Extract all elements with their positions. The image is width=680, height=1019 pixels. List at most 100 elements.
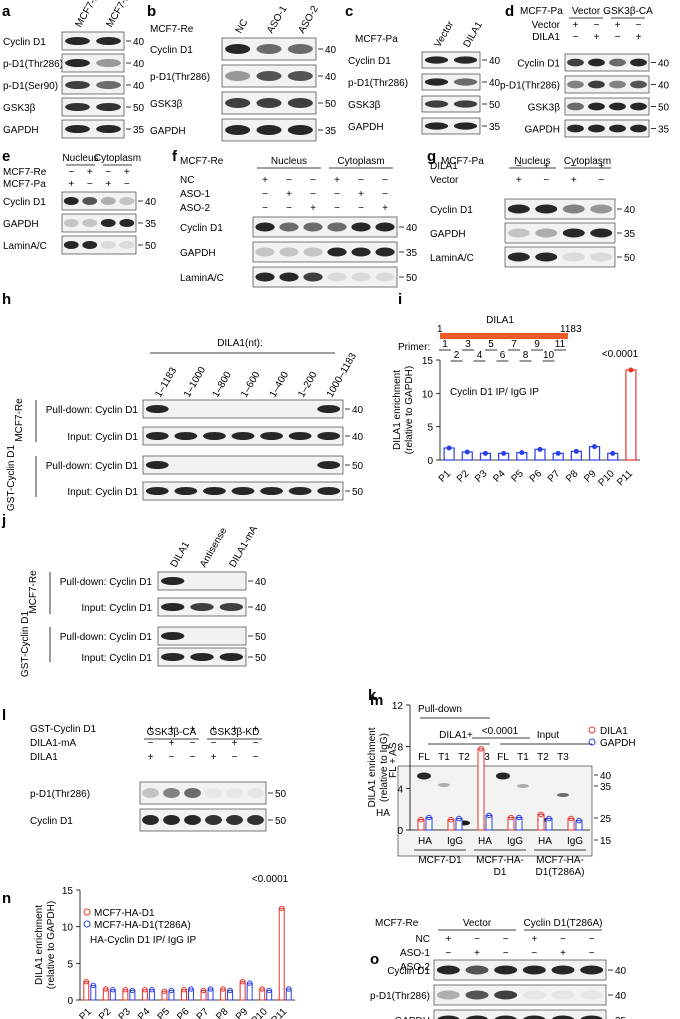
blot-band: [82, 240, 98, 250]
mw-marker: 40: [658, 81, 670, 92]
bar-MCF7-HA-D1-P1: [83, 981, 90, 1001]
blot-frame: [142, 455, 344, 475]
group-label: Pull-down: [418, 704, 462, 715]
bar-MCF7-HA-D1-P11: [278, 907, 285, 1001]
condition-sign: +: [334, 175, 340, 186]
blot-band: [184, 788, 201, 798]
blot-band: [145, 432, 169, 440]
y-tick-label: 15: [62, 886, 74, 897]
bar-MCF7-HA-D1(T286A)-P3: [129, 989, 136, 1001]
blot-band: [225, 71, 251, 81]
blot-band: [465, 1015, 489, 1019]
blot-band: [225, 98, 251, 108]
y-tick-label: 5: [427, 423, 433, 434]
row-label: Input: Cyclin D1: [67, 487, 138, 498]
group-label: D1: [494, 867, 507, 878]
bar-GAPDH-IgG: [575, 820, 583, 831]
blot-band: [453, 122, 478, 130]
primer-number: 3: [465, 339, 471, 350]
condition-sign: −: [334, 189, 340, 200]
legend-label: DILA1: [600, 726, 628, 737]
condition-sign: +: [211, 724, 217, 735]
blot-band: [119, 240, 135, 250]
blot-band: [163, 788, 180, 798]
panel-letter-k: k: [368, 687, 377, 704]
condition-sign: +: [253, 724, 259, 735]
blot-band: [65, 58, 90, 68]
lane-label: 1–800: [211, 370, 235, 400]
blot-strip: [142, 426, 344, 446]
group-label: Nucleus: [62, 153, 98, 164]
blot-band: [424, 78, 449, 86]
row-label: p-D1(Thr286): [150, 72, 210, 83]
mw-marker: 40: [352, 432, 364, 443]
blot-band: [160, 577, 185, 585]
group-label: Nucleus: [271, 156, 307, 167]
condition-sign: −: [543, 175, 549, 186]
blot-band: [453, 56, 478, 64]
blot-band: [609, 102, 626, 111]
blot-strip: [221, 37, 317, 61]
row-label: LaminA/C: [430, 253, 474, 264]
blot-strip: [221, 118, 317, 142]
blot-band: [317, 461, 341, 469]
blot-band: [160, 632, 185, 640]
row-label: Pull-down: Cyclin D1: [60, 577, 153, 588]
blot-band: [424, 122, 449, 130]
blot-band: [256, 71, 282, 81]
condition-sign: +: [310, 203, 316, 214]
condition-sign: −: [358, 175, 364, 186]
bar-GAPDH-IgG: [515, 817, 523, 831]
condition-label: DILA1: [532, 32, 560, 43]
blot-strip: [61, 97, 125, 117]
condition-sign: −: [232, 752, 238, 763]
data-point: [122, 987, 129, 993]
lane-label: DILA1: [169, 540, 193, 570]
p-value: <0.0001: [252, 874, 289, 885]
mw-marker: 50: [145, 241, 157, 252]
bar-GAPDH-HA: [545, 818, 553, 831]
y-tick-label: 0: [427, 456, 433, 467]
blot-frame: [564, 53, 650, 72]
mw-marker: 50: [406, 273, 418, 284]
lane-label: MCF7-Pa: [74, 0, 105, 30]
blot-band: [303, 272, 323, 282]
bar-MCF7-HA-D1(T286A)-P9: [246, 982, 253, 1001]
blot-band: [256, 125, 282, 135]
condition-label: MCF7-Pa: [3, 179, 46, 190]
lane-label: FL: [418, 752, 430, 763]
group-label: Cytoplasm: [337, 156, 384, 167]
blot-band: [174, 432, 198, 440]
bar-MCF7-HA-D1(T286A)-P10: [266, 989, 273, 1001]
blot-band: [255, 222, 275, 232]
cell-line-label: MCF7-Pa: [355, 34, 398, 45]
blot-band: [351, 222, 371, 232]
data-point: [555, 450, 561, 456]
blot-band: [494, 1015, 517, 1019]
cell-line-label: MCF7-Pa: [520, 6, 563, 17]
blot-frame: [157, 626, 247, 646]
primer-number: 7: [511, 339, 517, 350]
blot-band: [522, 990, 546, 1000]
blot-band: [517, 784, 529, 788]
bar-MCF7-HA-D1-P5: [161, 990, 168, 1001]
blot-frame: [139, 808, 267, 832]
blot-frame: [61, 119, 125, 139]
condition-sign: +: [543, 161, 549, 172]
mw-marker: 40: [145, 197, 157, 208]
data-point: [220, 986, 226, 992]
group-label: Vector: [463, 918, 492, 929]
primer-number: 5: [488, 339, 494, 350]
mw-marker: 35: [658, 125, 670, 136]
x-tick-label: P2: [455, 468, 472, 485]
blot-band: [255, 247, 275, 257]
row-label: GAPDH: [3, 219, 39, 230]
mw-marker: 40: [615, 966, 627, 977]
mw-marker: 40: [489, 56, 501, 67]
lane-label: Vector: [433, 19, 457, 50]
primer-number: 8: [523, 350, 529, 361]
condition-sign: +: [571, 175, 577, 186]
cell-line-label: MCF7-Re: [150, 24, 194, 35]
blot-band: [119, 196, 135, 206]
blot-frame: [421, 95, 481, 113]
